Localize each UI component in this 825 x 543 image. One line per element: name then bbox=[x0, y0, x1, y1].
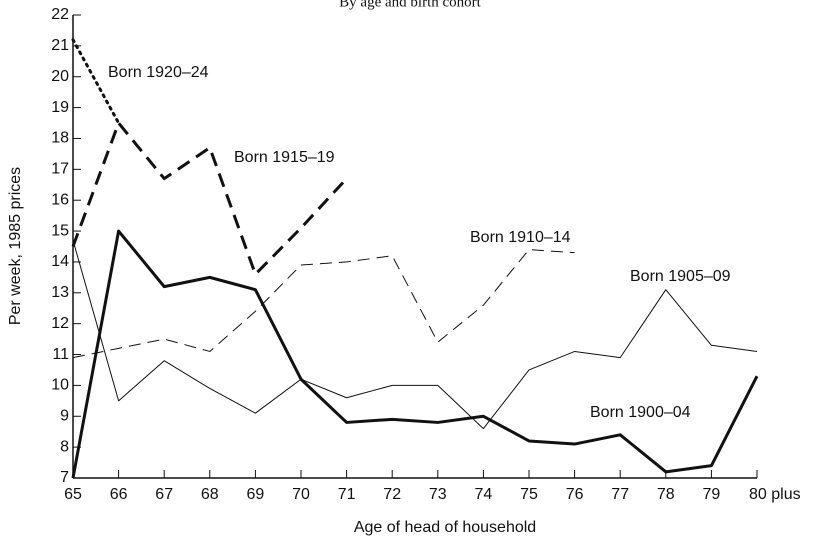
x-tick-label: 74 bbox=[475, 486, 493, 503]
y-axis-label: Per week, 1985 prices bbox=[7, 167, 24, 325]
y-tick-label: 11 bbox=[52, 346, 69, 363]
series-label: Born 1920–24 bbox=[108, 64, 209, 81]
series-label: Born 1910–14 bbox=[470, 229, 571, 246]
series-line bbox=[72, 249, 575, 359]
y-tick-label: 22 bbox=[51, 6, 69, 23]
series-label: Born 1900–04 bbox=[590, 404, 691, 421]
y-tick-label: 12 bbox=[51, 315, 69, 332]
x-tick-label: 80 plus bbox=[749, 486, 801, 503]
x-tick-label: 70 bbox=[292, 486, 310, 503]
x-tick-label: 69 bbox=[247, 486, 265, 503]
y-tick-label: 13 bbox=[51, 284, 69, 301]
y-tick-label: 15 bbox=[51, 222, 69, 239]
series-label: Born 1905–09 bbox=[630, 268, 731, 285]
x-tick-label: 75 bbox=[520, 486, 538, 503]
x-tick-label: 72 bbox=[383, 486, 401, 503]
chart-title: By age and birth cohort bbox=[339, 0, 481, 10]
y-tick-label: 18 bbox=[51, 130, 69, 147]
x-tick-label: 65 bbox=[64, 486, 82, 503]
y-tick-label: 10 bbox=[51, 377, 69, 394]
y-tick-label: 17 bbox=[51, 161, 69, 178]
series-line bbox=[71, 38, 121, 125]
x-tick-label: 73 bbox=[429, 486, 447, 503]
x-tick-label: 67 bbox=[155, 486, 173, 503]
y-tick-label: 7 bbox=[60, 469, 69, 486]
y-tick-label: 9 bbox=[60, 407, 69, 424]
x-tick-label: 76 bbox=[566, 486, 584, 503]
y-tick-label: 20 bbox=[51, 68, 69, 85]
series-line bbox=[71, 229, 759, 479]
series-label: Born 1915–19 bbox=[234, 149, 335, 166]
x-tick-label: 66 bbox=[110, 486, 128, 503]
y-tick-label: 21 bbox=[51, 37, 69, 54]
x-tick-label: 78 bbox=[657, 486, 675, 503]
x-tick-label: 79 bbox=[703, 486, 721, 503]
y-tick-label: 19 bbox=[51, 99, 69, 116]
y-tick-label: 8 bbox=[60, 438, 69, 455]
series-line bbox=[72, 240, 758, 430]
x-tick-label: 71 bbox=[338, 486, 356, 503]
x-axis-label: Age of head of household bbox=[354, 519, 536, 536]
y-tick-label: 16 bbox=[51, 191, 69, 208]
x-tick-label: 77 bbox=[611, 486, 629, 503]
y-tick-label: 14 bbox=[51, 253, 69, 270]
x-tick-label: 68 bbox=[201, 486, 219, 503]
